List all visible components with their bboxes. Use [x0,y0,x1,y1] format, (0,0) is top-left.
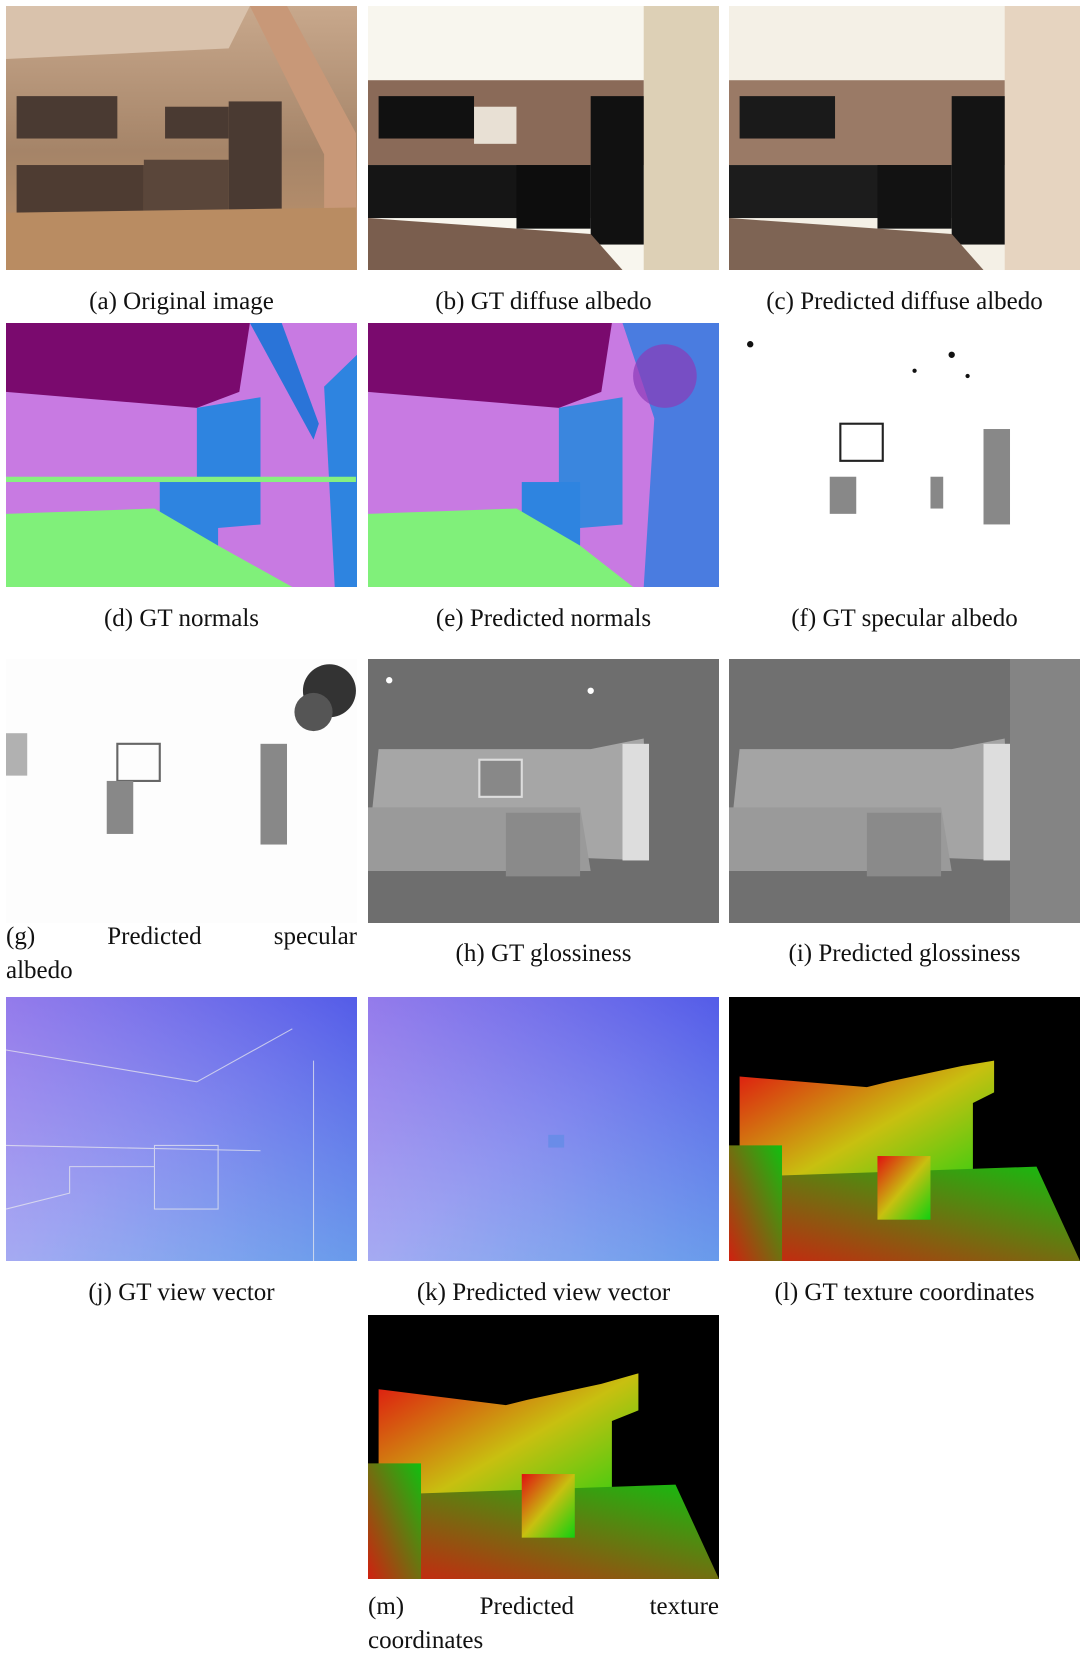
caption-label: (g) [6,923,35,950]
caption-text: Original image [123,288,274,315]
caption: (e) Predicted normals [368,602,719,636]
panel-image [6,997,357,1261]
caption-label: (a) [89,288,117,315]
panel-image [6,6,357,270]
caption-label: (l) [775,1279,799,1306]
caption-text: GT normals [139,605,259,632]
caption-text: GT specular albedo [822,605,1017,632]
caption-text: Predicted view vector [452,1279,670,1306]
caption: (b) GT diffuse albedo [368,285,719,319]
panel-image [729,997,1080,1261]
caption-text: Predicted texture coordinates [368,1593,719,1654]
caption-label: (h) [456,940,485,967]
caption: (k) Predicted view vector [368,1276,719,1310]
caption: (m) Predicted texture coordinates [368,1590,719,1658]
caption: (j) GT view vector [6,1276,357,1310]
caption-text: Predicted specular albedo [6,923,357,984]
caption-label: (e) [436,605,464,632]
panel-image [6,659,357,923]
caption: (c) Predicted diffuse albedo [729,285,1080,319]
panel-image [368,997,719,1261]
caption: (a) Original image [6,285,357,319]
panel-image [6,323,357,587]
caption-text: Predicted glossiness [818,940,1020,967]
panel-image [368,6,719,270]
caption-text: GT diffuse albedo [471,288,652,315]
caption-label: (j) [88,1279,112,1306]
panel-image [729,323,1080,587]
panel-image [368,323,719,587]
caption-text: Predicted diffuse albedo [800,288,1043,315]
panel-image [729,659,1080,923]
caption: (g) Predicted specular albedo [6,920,357,988]
caption-label: (b) [435,288,464,315]
caption-text: GT glossiness [491,940,632,967]
caption: (h) GT glossiness [368,937,719,971]
caption-label: (d) [104,605,133,632]
caption: (d) GT normals [6,602,357,636]
caption-text: Predicted normals [470,605,651,632]
caption: (l) GT texture coordinates [729,1276,1080,1310]
caption-label: (c) [766,288,794,315]
caption-label: (f) [791,605,816,632]
page: {"figure": {"panels": [ {"label": "(a)",… [0,0,1090,1661]
caption-label: (i) [789,940,813,967]
caption-text: GT view vector [118,1279,274,1306]
panel-image [368,659,719,923]
caption-text: GT texture coordinates [804,1279,1034,1306]
caption: (i) Predicted glossiness [729,937,1080,971]
panel-image [368,1315,719,1579]
caption-label: (m) [368,1593,404,1620]
panel-image [729,6,1080,270]
caption: (f) GT specular albedo [729,602,1080,636]
caption-label: (k) [417,1279,446,1306]
